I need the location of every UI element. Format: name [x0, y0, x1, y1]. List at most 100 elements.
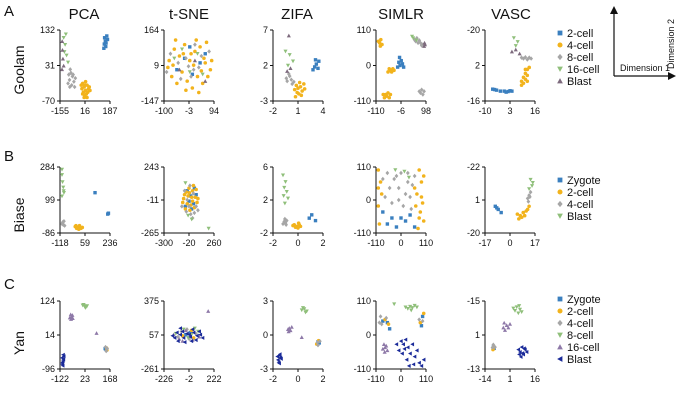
zygote-point	[184, 332, 188, 337]
2-cell-point	[508, 89, 512, 93]
series-2-cell	[490, 87, 514, 94]
y-tick-label: -22	[467, 162, 480, 172]
4-cell-point	[378, 314, 383, 319]
4-cell-point	[202, 56, 206, 61]
4-cell-point	[302, 82, 306, 86]
8-cell-point	[419, 87, 424, 92]
y-tick-label: 1	[475, 330, 480, 340]
scatter-goolam-vasc: -20 2 -16-10 3 16	[467, 25, 540, 116]
4-cell-point	[184, 88, 188, 93]
blast-point	[396, 348, 401, 353]
2-cell-point	[77, 223, 82, 228]
blast-point	[422, 42, 428, 47]
series-zygote	[184, 330, 193, 337]
y-tick-label: 110	[357, 25, 371, 35]
4-cell-point	[523, 67, 528, 72]
16-cell-point	[507, 322, 513, 326]
8-cell-point	[408, 304, 413, 309]
x-tick-label: -6	[397, 106, 405, 116]
2-cell-point	[494, 88, 499, 92]
2-cell-point	[187, 190, 192, 195]
x-tick-label: 236	[102, 238, 117, 248]
series-4-cell	[377, 314, 425, 327]
series-4-cell	[79, 79, 92, 100]
4-cell-point	[182, 42, 187, 47]
2-cell-point	[525, 207, 530, 212]
column-title-simlr: SIMLR	[378, 6, 424, 23]
blast-point	[414, 348, 419, 353]
blast-point	[190, 327, 195, 332]
blast-point	[286, 33, 291, 38]
blast-point	[530, 184, 535, 188]
4-cell-point	[284, 222, 288, 227]
8-cell-point	[519, 310, 524, 314]
blast-point	[401, 342, 405, 347]
2-cell-point	[190, 72, 195, 76]
legend-4-cell-marker	[557, 200, 563, 208]
4-cell-point	[405, 170, 410, 176]
blast-point	[412, 354, 417, 359]
4-cell-point	[167, 58, 171, 63]
4-cell-point	[197, 90, 201, 95]
legend-8-cell-marker	[557, 332, 563, 338]
x-tick-label: -110	[367, 238, 384, 248]
blast-point	[203, 79, 208, 83]
8-cell-point	[413, 39, 418, 44]
2-cell-point	[186, 194, 190, 198]
16-cell-point	[384, 343, 389, 348]
16-cell-point	[287, 53, 292, 57]
8-cell-point	[410, 306, 415, 310]
4-cell-point	[408, 194, 412, 200]
blast-point	[180, 329, 185, 334]
2-cell-point	[316, 66, 320, 71]
2-cell-point	[190, 199, 195, 203]
2-cell-point	[377, 222, 382, 226]
series-16-cell	[380, 342, 390, 354]
blast-point	[516, 347, 521, 352]
4-cell-point	[87, 85, 92, 89]
x-tick-label: 2	[320, 238, 325, 248]
blast-point	[181, 335, 186, 340]
4-cell-point	[192, 210, 197, 216]
zygote-point	[420, 314, 425, 319]
y-tick-label: -16	[467, 96, 480, 106]
8-cell-point	[392, 302, 397, 307]
legend-2-cell-label: 2-cell	[567, 28, 593, 40]
zygote-point	[499, 210, 503, 215]
2-cell-point	[180, 200, 185, 205]
2-cell-point	[421, 174, 426, 178]
x-tick-label: 110	[419, 374, 433, 384]
2-cell-point	[105, 37, 110, 42]
4-cell-point	[175, 81, 179, 86]
2-cell-point	[510, 89, 514, 93]
8-cell-point	[69, 82, 74, 88]
blast-point	[189, 217, 194, 222]
4-cell-point	[182, 188, 187, 193]
4-cell-point	[283, 216, 287, 222]
16-cell-point	[283, 49, 288, 54]
blast-point	[410, 342, 415, 347]
8-cell-point	[181, 327, 186, 332]
4-cell-point	[172, 47, 177, 51]
blast-point	[520, 351, 525, 356]
2-cell-point	[314, 62, 319, 66]
16-cell-point	[502, 328, 508, 332]
column-title-tsne: t-SNE	[169, 6, 209, 23]
4-cell-point	[396, 197, 401, 203]
4-cell-point	[208, 67, 213, 72]
16-cell-point	[63, 32, 68, 37]
column-title-zifa: ZIFA	[281, 6, 313, 23]
4-cell-point	[284, 218, 289, 223]
series-4-cell	[525, 189, 533, 204]
4-cell-point	[315, 340, 320, 345]
2-cell-point	[188, 45, 192, 49]
16-cell-point	[172, 56, 177, 61]
y-tick-label: -147	[141, 96, 159, 106]
series-16-cell	[67, 312, 99, 335]
blast-point	[61, 189, 66, 193]
y-tick-label: 6	[263, 162, 268, 172]
8-cell-point	[516, 311, 521, 316]
8-cell-point	[284, 76, 289, 81]
x-tick-label: -14	[478, 374, 491, 384]
